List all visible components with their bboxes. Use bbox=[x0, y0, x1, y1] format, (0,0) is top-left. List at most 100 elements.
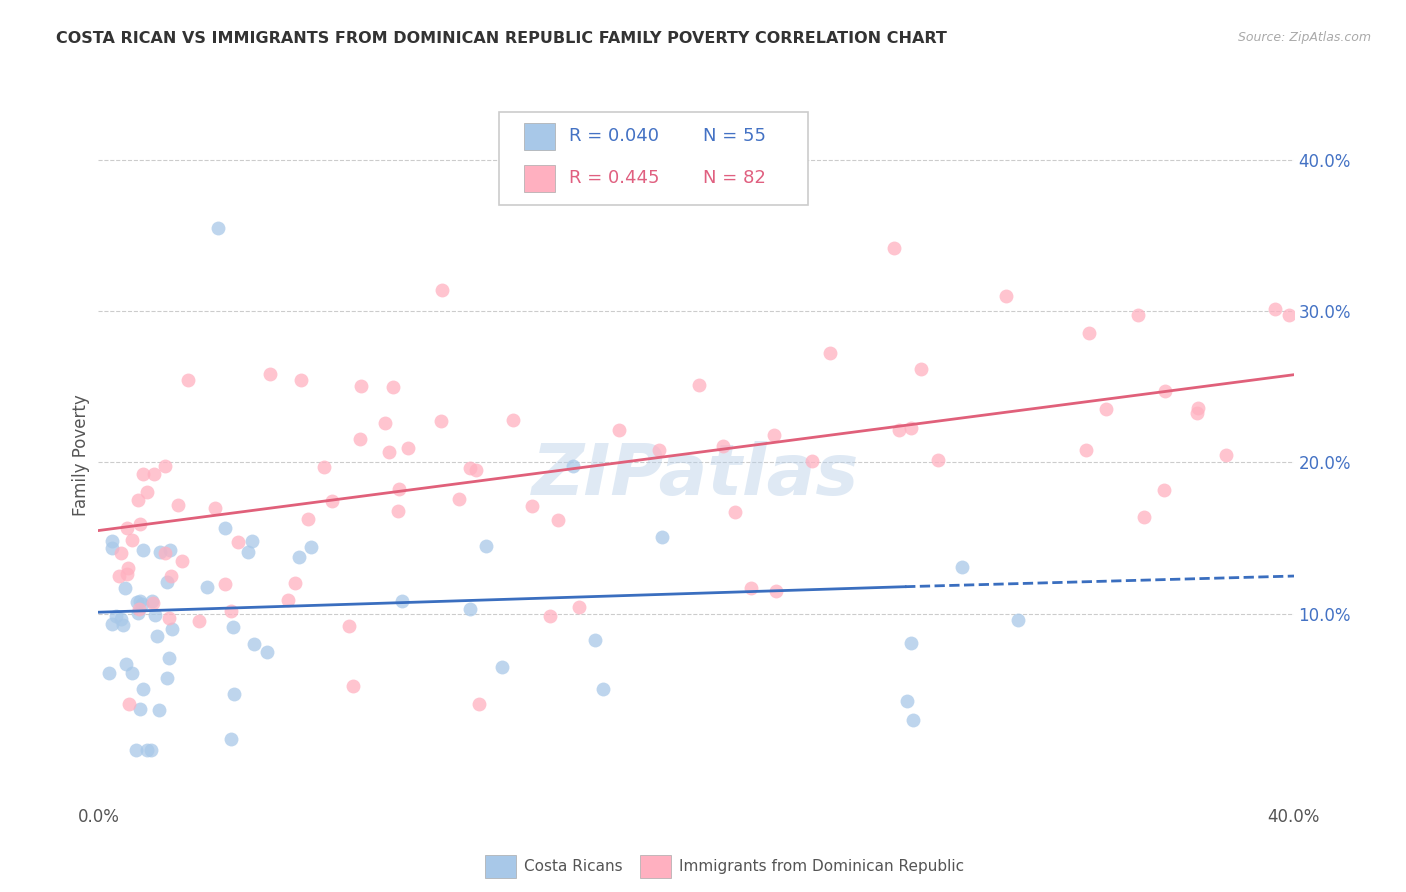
Point bbox=[110, 612, 132, 626]
Point bbox=[883, 241, 905, 255]
Point bbox=[1095, 402, 1118, 417]
Point bbox=[157, 651, 180, 665]
Point bbox=[121, 665, 143, 680]
Point bbox=[387, 504, 409, 518]
Point bbox=[1185, 406, 1208, 420]
Point bbox=[449, 492, 471, 507]
Point bbox=[132, 542, 155, 557]
Point bbox=[129, 593, 152, 607]
Point bbox=[145, 629, 167, 643]
Point bbox=[155, 459, 177, 474]
Point bbox=[127, 606, 149, 620]
Point bbox=[187, 614, 209, 628]
Point bbox=[222, 619, 245, 633]
Point bbox=[763, 428, 786, 442]
Point bbox=[141, 743, 163, 757]
Point bbox=[207, 221, 229, 235]
Point bbox=[114, 581, 136, 595]
Point bbox=[157, 611, 180, 625]
Point bbox=[148, 703, 170, 717]
Point bbox=[583, 633, 606, 648]
Text: N = 55: N = 55 bbox=[703, 128, 766, 145]
Point bbox=[142, 596, 165, 610]
Point bbox=[136, 484, 159, 499]
Point bbox=[1153, 384, 1175, 398]
Point bbox=[242, 637, 264, 651]
Point bbox=[467, 698, 489, 712]
Point bbox=[101, 616, 124, 631]
Point bbox=[927, 453, 949, 467]
Point bbox=[256, 645, 278, 659]
Point bbox=[214, 577, 236, 591]
Point bbox=[277, 593, 299, 607]
Point bbox=[129, 702, 152, 716]
Point bbox=[121, 533, 143, 547]
Point bbox=[221, 604, 243, 618]
Point bbox=[115, 566, 138, 581]
Text: COSTA RICAN VS IMMIGRANTS FROM DOMINICAN REPUBLIC FAMILY POVERTY CORRELATION CHA: COSTA RICAN VS IMMIGRANTS FROM DOMINICAN… bbox=[56, 31, 948, 46]
Point bbox=[502, 413, 524, 427]
Point bbox=[391, 594, 413, 608]
Point bbox=[125, 743, 148, 757]
Point bbox=[388, 483, 411, 497]
Point bbox=[111, 618, 134, 632]
Point bbox=[156, 671, 179, 685]
Point bbox=[141, 594, 163, 608]
Point bbox=[153, 546, 176, 560]
Point bbox=[127, 492, 149, 507]
Point bbox=[820, 345, 842, 359]
Point bbox=[711, 439, 734, 453]
Text: Source: ZipAtlas.com: Source: ZipAtlas.com bbox=[1237, 31, 1371, 45]
Point bbox=[170, 554, 193, 568]
Point bbox=[377, 444, 399, 458]
Point bbox=[1132, 510, 1154, 524]
Point bbox=[765, 583, 787, 598]
Point bbox=[128, 517, 150, 532]
Point bbox=[491, 659, 513, 673]
Point bbox=[910, 362, 932, 376]
Point bbox=[901, 714, 924, 728]
Point bbox=[166, 498, 188, 512]
Point bbox=[592, 682, 614, 697]
Point bbox=[288, 550, 311, 565]
Point bbox=[98, 665, 121, 680]
Point bbox=[177, 373, 200, 387]
Point bbox=[1215, 449, 1237, 463]
Point bbox=[226, 534, 249, 549]
Point bbox=[236, 545, 259, 559]
Text: R = 0.445: R = 0.445 bbox=[569, 169, 659, 187]
Point bbox=[101, 541, 124, 555]
Point bbox=[1074, 442, 1097, 457]
Point bbox=[1278, 309, 1301, 323]
Point bbox=[350, 379, 373, 393]
Point bbox=[284, 576, 307, 591]
Point bbox=[1153, 483, 1175, 497]
Point bbox=[396, 442, 419, 456]
Point bbox=[159, 543, 181, 558]
Point bbox=[118, 698, 141, 712]
Text: N = 82: N = 82 bbox=[703, 169, 766, 187]
Point bbox=[464, 463, 486, 477]
Point bbox=[100, 533, 122, 548]
Point bbox=[1128, 308, 1150, 322]
Point bbox=[381, 379, 404, 393]
Text: Immigrants from Dominican Republic: Immigrants from Dominican Republic bbox=[679, 859, 965, 873]
Point bbox=[458, 602, 481, 616]
Point bbox=[474, 539, 496, 553]
Point bbox=[458, 461, 481, 475]
Point bbox=[607, 423, 630, 437]
Point bbox=[224, 687, 246, 701]
Point bbox=[547, 513, 569, 527]
Point bbox=[156, 574, 179, 589]
Point bbox=[321, 493, 343, 508]
Point bbox=[374, 417, 396, 431]
Point bbox=[143, 607, 166, 622]
Point bbox=[195, 581, 218, 595]
Y-axis label: Family Poverty: Family Poverty bbox=[72, 394, 90, 516]
Point bbox=[128, 602, 150, 616]
Point bbox=[314, 459, 336, 474]
Text: R = 0.040: R = 0.040 bbox=[569, 128, 659, 145]
Point bbox=[143, 467, 166, 481]
Point bbox=[297, 511, 319, 525]
Point bbox=[240, 534, 263, 549]
